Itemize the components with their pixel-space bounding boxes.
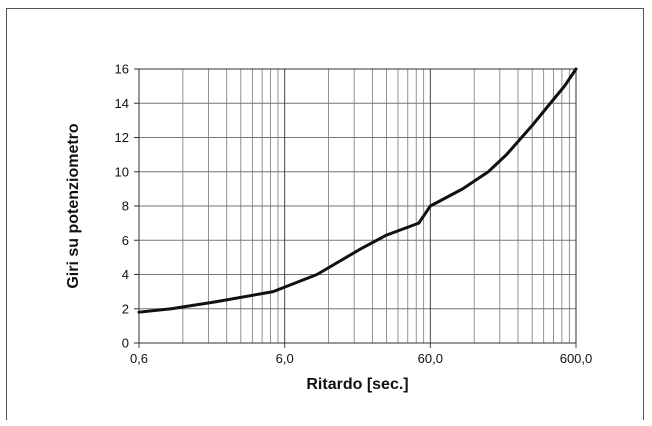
x-tick-label: 60,0 xyxy=(418,351,443,366)
x-tick-label: 0,6 xyxy=(130,351,148,366)
y-axis-title: Giri su potenziometro xyxy=(65,123,82,289)
y-tick-label: 8 xyxy=(122,199,129,214)
y-tick-labels: 0 2 4 6 8 10 12 14 16 xyxy=(115,62,139,351)
series-line xyxy=(137,67,578,314)
x-tick-labels: 0,6 6,0 60,0 600,0 xyxy=(130,351,592,366)
x-tick-label: 6,0 xyxy=(276,351,294,366)
y-tick-label: 2 xyxy=(122,301,129,316)
x-tick-label: 600,0 xyxy=(560,351,593,366)
y-tick-label: 12 xyxy=(115,130,129,145)
y-tick-label: 6 xyxy=(122,233,129,248)
x-axis-title: Ritardo [sec.] xyxy=(306,376,408,393)
chart-frame xyxy=(6,8,644,420)
y-tick-label: 14 xyxy=(115,96,129,111)
y-tick-label: 4 xyxy=(122,267,129,282)
y-tick-label: 10 xyxy=(115,164,129,179)
y-tick-label: 16 xyxy=(115,62,129,77)
y-tick-label: 0 xyxy=(122,336,129,351)
grid-major xyxy=(138,68,577,348)
